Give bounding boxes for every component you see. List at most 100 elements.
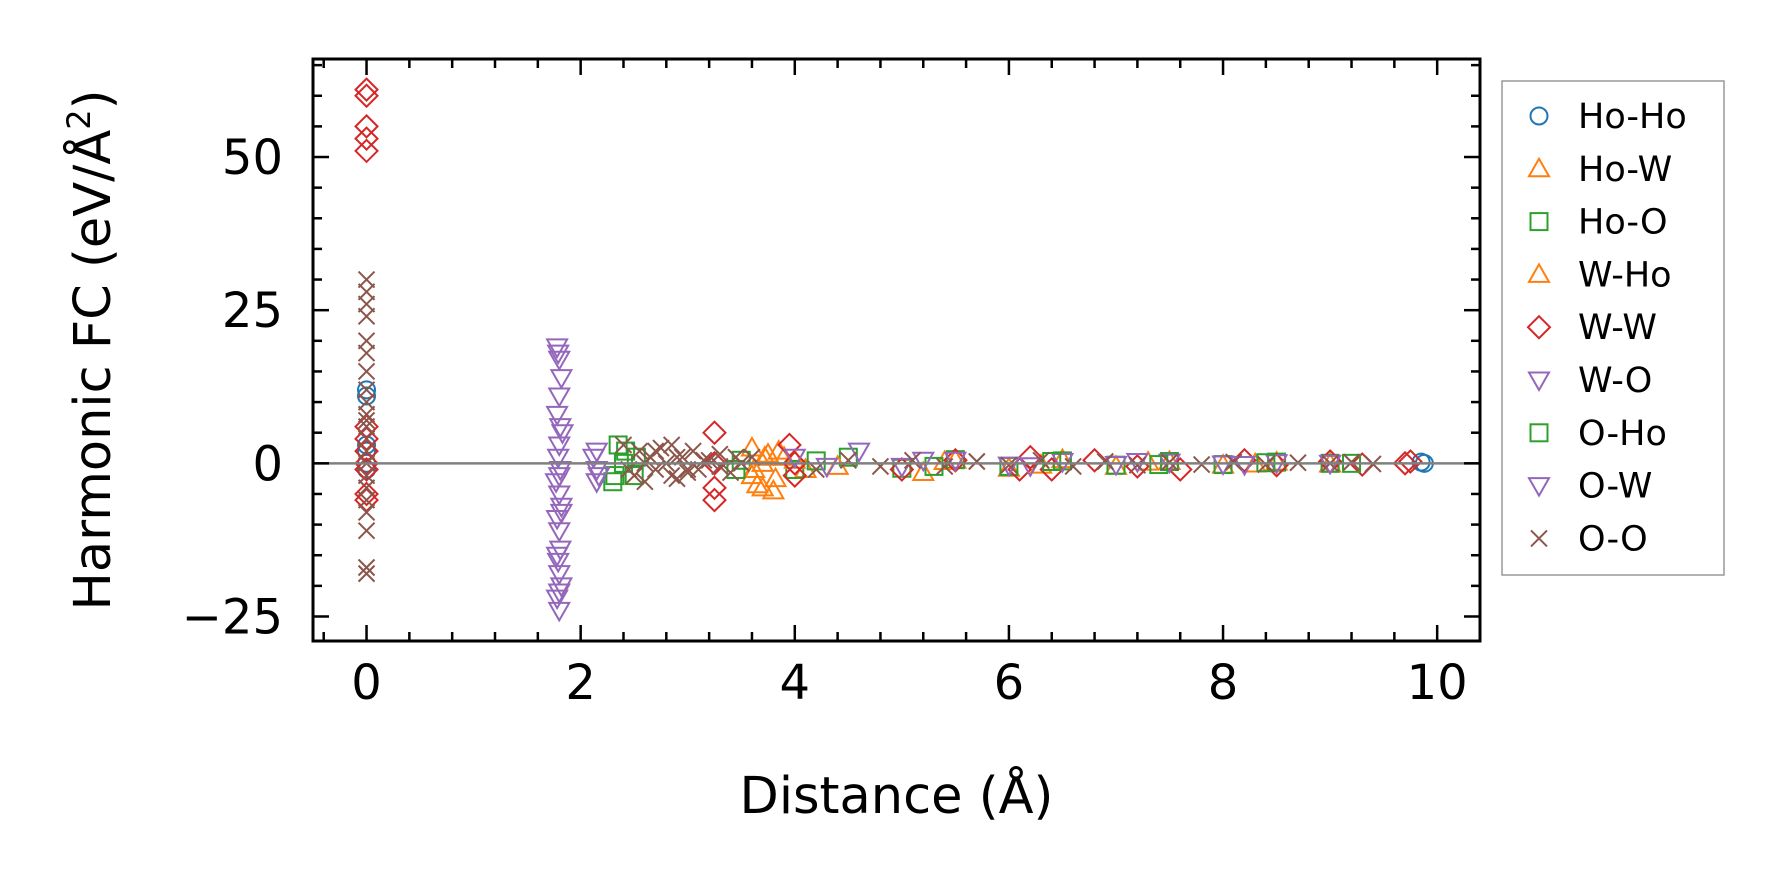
data-point: [547, 387, 571, 408]
data-point: [785, 459, 805, 479]
data-point: [584, 473, 609, 494]
data-point: [753, 445, 777, 466]
legend-item: O-O: [1530, 519, 1648, 559]
legend-item: W-Ho: [1527, 255, 1672, 295]
legend-label: W-W: [1578, 308, 1657, 348]
legend-box: [1501, 80, 1725, 576]
data-point: [357, 503, 376, 522]
data-point: [357, 344, 376, 362]
x-tick-label: 4: [780, 655, 811, 711]
legend-marker-w-o: [1527, 371, 1551, 393]
data-point: [354, 113, 379, 139]
y-axis-label-close: ): [64, 90, 123, 110]
data-point: [357, 362, 376, 381]
data-point: [357, 283, 376, 301]
data-point: [354, 457, 379, 482]
data-point: [545, 405, 569, 427]
data-point: [545, 546, 569, 568]
legend-item: Ho-W: [1527, 150, 1672, 190]
data-point: [357, 381, 376, 399]
legend-label: Ho-O: [1578, 203, 1668, 243]
data-point: [357, 332, 376, 350]
data-point: [546, 344, 570, 366]
legend-marker-ho-w: [1527, 156, 1551, 178]
data-point: [1232, 456, 1257, 477]
legend: Ho-Ho Ho-W Ho-O W-Ho W-W W-O O-Ho O-W O-O: [1501, 80, 1725, 576]
data-point: [890, 457, 914, 479]
data-point: [357, 430, 376, 448]
data-point: [581, 448, 606, 470]
legend-marker-ho-ho: [1529, 106, 1549, 126]
data-point: [740, 463, 764, 485]
legend-item: Ho-Ho: [1529, 97, 1687, 137]
data-point: [550, 424, 575, 445]
data-point: [357, 386, 377, 406]
data-point: [357, 405, 376, 424]
y-axis-label-superscript: 2: [60, 109, 98, 129]
data-point: [357, 479, 376, 497]
data-point: [1050, 447, 1075, 469]
data-point: [357, 522, 376, 540]
legend-item: O-Ho: [1529, 414, 1667, 454]
legend-item: W-W: [1526, 308, 1657, 348]
data-point: [624, 466, 644, 486]
data-point: [549, 497, 574, 519]
data-point: [548, 418, 573, 439]
data-point: [357, 442, 376, 460]
legend-marker-w-w: [1526, 314, 1552, 340]
plot-clip-group: [313, 77, 1480, 623]
data-point: [354, 83, 379, 109]
legend-marker-o-o: [1530, 529, 1548, 548]
legend-marker-w-ho: [1527, 262, 1551, 283]
data-point: [357, 295, 376, 313]
data-point: [357, 466, 376, 485]
data-point: [357, 411, 376, 430]
data-point: [935, 457, 954, 476]
data-point: [695, 451, 713, 469]
data-point: [547, 565, 571, 586]
data-point: [1017, 444, 1043, 470]
data-point: [711, 445, 729, 463]
data-point: [1096, 452, 1114, 471]
legend-label: O-W: [1578, 467, 1652, 507]
legend-marker-ho-o: [1529, 212, 1549, 232]
data-point: [354, 126, 379, 152]
plot-frame: [311, 57, 1482, 643]
y-tick-label: 25: [222, 283, 283, 339]
data-point: [742, 457, 766, 478]
data-point: [357, 380, 377, 400]
data-point: [1211, 455, 1235, 476]
axis-ticks: 0 2 4 6 8 10 −25 0 25 50: [182, 59, 1482, 711]
data-point: [911, 460, 935, 482]
data-point: [662, 466, 681, 485]
data-point: [546, 552, 570, 574]
y-tick-label: −25: [182, 589, 283, 645]
data-point: [945, 450, 965, 470]
legend-label: O-Ho: [1578, 414, 1667, 454]
data-point: [547, 350, 571, 372]
data-point: [700, 451, 718, 469]
y-axis-label-main: Harmonic FC (eV/Å: [61, 130, 123, 611]
data-point: [911, 451, 935, 473]
x-tick-label: 0: [351, 655, 382, 711]
data-point: [839, 451, 858, 469]
data-point: [547, 583, 571, 605]
data-point: [545, 589, 569, 611]
plot-area: [313, 77, 1480, 623]
data-point: [997, 456, 1021, 478]
data-point: [354, 138, 379, 164]
x-tick-label: 8: [1208, 655, 1239, 711]
data-point: [549, 503, 574, 525]
data-point: [357, 270, 376, 289]
data-point: [357, 558, 376, 577]
data-point: [357, 564, 376, 583]
data-point: [603, 472, 623, 492]
data-point: [847, 442, 871, 464]
data-point: [630, 442, 649, 460]
legend-label: Ho-Ho: [1578, 97, 1687, 137]
data-point: [968, 452, 986, 471]
data-point: [903, 451, 922, 469]
data-point: [702, 475, 727, 501]
data-point: [549, 369, 574, 390]
